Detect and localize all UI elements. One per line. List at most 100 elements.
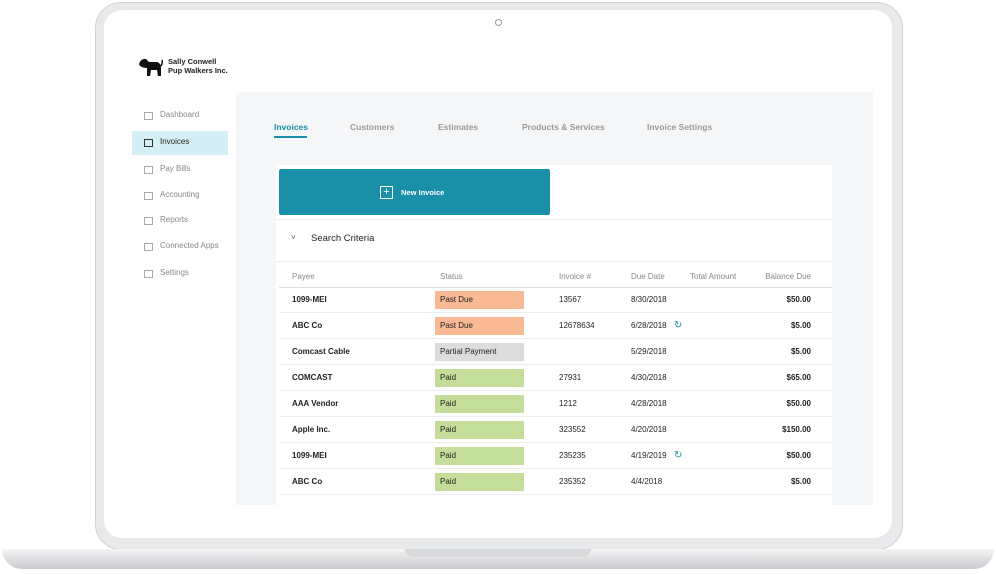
recurring-icon[interactable]: ↻ bbox=[674, 450, 683, 461]
balance: $50.00 bbox=[786, 295, 811, 304]
row bbox=[279, 390, 832, 391]
sidebar-item[interactable]: Settings bbox=[160, 268, 189, 277]
status: Paid bbox=[440, 425, 457, 434]
balance: $5.00 bbox=[790, 347, 811, 356]
header-rule bbox=[279, 287, 832, 288]
row bbox=[279, 312, 832, 313]
due-date: 4/19/2019 bbox=[631, 451, 667, 460]
sidebar-icon bbox=[144, 243, 153, 251]
column-header[interactable]: Due Date bbox=[631, 272, 665, 281]
sidebar-item[interactable]: Pay Bills bbox=[160, 164, 191, 173]
sidebar-item[interactable]: Reports bbox=[160, 215, 189, 224]
tab[interactable]: Customers bbox=[350, 122, 395, 132]
new-invoice-button[interactable] bbox=[279, 169, 550, 215]
invoice-number: 13567 bbox=[559, 295, 582, 304]
logo bbox=[139, 58, 163, 76]
due-date: 4/4/2018 bbox=[631, 477, 663, 486]
payee[interactable]: Apple Inc. bbox=[292, 425, 331, 434]
row bbox=[279, 442, 832, 443]
status-badge bbox=[435, 291, 524, 309]
tab[interactable]: Invoice Settings bbox=[647, 122, 713, 132]
balance: $5.00 bbox=[790, 321, 811, 330]
payee[interactable]: 1099-MEI bbox=[292, 295, 327, 304]
sidebar-item[interactable]: Connected Apps bbox=[160, 241, 219, 250]
status: Paid bbox=[440, 373, 457, 382]
sidebar-icon bbox=[144, 112, 153, 120]
card bbox=[276, 165, 832, 505]
sidebar-item[interactable]: Invoices bbox=[160, 137, 190, 146]
invoice-number: 235235 bbox=[559, 451, 586, 460]
due-date: 4/20/2018 bbox=[631, 425, 667, 434]
screen: Sally Conwell Pup Walkers Inc. + New Inv… bbox=[125, 38, 873, 505]
payee[interactable]: ABC Co bbox=[292, 477, 323, 486]
column-header[interactable]: Balance Due bbox=[765, 272, 811, 281]
plus-icon: + bbox=[380, 186, 393, 199]
status-badge bbox=[435, 421, 524, 439]
status-badge bbox=[435, 317, 524, 335]
button-label[interactable]: New Invoice bbox=[401, 188, 445, 197]
invoice-number: 27931 bbox=[559, 373, 582, 382]
status-badge bbox=[435, 395, 524, 413]
sidebar-icon bbox=[144, 192, 153, 200]
column-header[interactable]: Total Amount bbox=[690, 272, 737, 281]
payee[interactable]: Comcast Cable bbox=[292, 347, 350, 356]
status: Paid bbox=[440, 399, 457, 408]
status-badge bbox=[435, 369, 524, 387]
status-badge bbox=[435, 343, 524, 361]
row bbox=[279, 338, 832, 339]
row bbox=[279, 416, 832, 417]
laptop-base bbox=[2, 549, 994, 569]
balance: $50.00 bbox=[786, 451, 811, 460]
recurring-icon[interactable]: ↻ bbox=[674, 320, 683, 331]
payee[interactable]: ABC Co bbox=[292, 321, 323, 330]
column-header[interactable]: Status bbox=[440, 272, 463, 281]
status: Past Due bbox=[440, 295, 473, 304]
tab[interactable]: Invoices bbox=[274, 122, 309, 132]
invoice-number: 12678634 bbox=[559, 321, 595, 330]
divider bbox=[276, 219, 832, 220]
due-date: 4/30/2018 bbox=[631, 373, 667, 382]
status: Partial Payment bbox=[440, 347, 497, 356]
sidebar-icon bbox=[144, 270, 153, 278]
due-date: 4/28/2018 bbox=[631, 399, 667, 408]
invoice-number: 323552 bbox=[559, 425, 586, 434]
top-bar bbox=[125, 38, 873, 92]
sidebar-icon bbox=[144, 166, 153, 174]
balance: $5.00 bbox=[790, 477, 811, 486]
invoice-number: 235352 bbox=[559, 477, 586, 486]
sidebar-item[interactable]: Dashboard bbox=[160, 110, 200, 119]
sidebar-icon bbox=[144, 217, 153, 225]
column-header[interactable]: Invoice # bbox=[559, 272, 592, 281]
row bbox=[279, 494, 832, 495]
camera bbox=[495, 19, 502, 26]
row bbox=[279, 364, 832, 365]
column-header[interactable]: Payee bbox=[292, 272, 315, 281]
company-name: Pup Walkers Inc. bbox=[168, 66, 228, 75]
sidebar-icon bbox=[144, 139, 153, 147]
sidebar bbox=[125, 92, 236, 505]
status-badge bbox=[435, 447, 524, 465]
status: Paid bbox=[440, 451, 457, 460]
status-badge bbox=[435, 473, 524, 491]
row bbox=[279, 468, 832, 469]
sidebar-item[interactable]: Accounting bbox=[160, 190, 200, 199]
payee[interactable]: COMCAST bbox=[292, 373, 333, 382]
invoice-number: 1212 bbox=[559, 399, 577, 408]
status: Past Due bbox=[440, 321, 473, 330]
due-date: 8/30/2018 bbox=[631, 295, 667, 304]
base-notch bbox=[405, 549, 591, 557]
tab[interactable]: Estimates bbox=[438, 122, 479, 132]
due-date: 6/28/2018 bbox=[631, 321, 667, 330]
divider bbox=[276, 261, 832, 262]
tab-underline bbox=[274, 136, 307, 138]
caret[interactable]: ˅ bbox=[291, 233, 296, 242]
company-name: Sally Conwell bbox=[168, 57, 217, 66]
payee[interactable]: 1099-MEI bbox=[292, 451, 327, 460]
payee[interactable]: AAA Vendor bbox=[292, 399, 339, 408]
search-criteria[interactable]: Search Criteria bbox=[311, 233, 375, 244]
balance: $150.00 bbox=[782, 425, 811, 434]
sidebar-selected[interactable] bbox=[132, 131, 228, 155]
due-date: 5/29/2018 bbox=[631, 347, 667, 356]
tab[interactable]: Products & Services bbox=[522, 122, 605, 132]
